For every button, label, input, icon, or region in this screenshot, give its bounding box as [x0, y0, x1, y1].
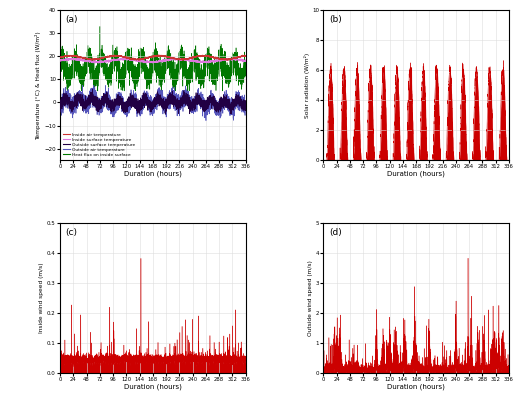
X-axis label: Duration (hours): Duration (hours) — [124, 171, 182, 177]
Y-axis label: Solar radiation (W/m²): Solar radiation (W/m²) — [303, 53, 310, 118]
Legend: Inside air temperature, Inside surface temperature, Outside surface temperature,: Inside air temperature, Inside surface t… — [62, 132, 136, 158]
Y-axis label: Temperature (°C) & Heat flux (W/m²): Temperature (°C) & Heat flux (W/m²) — [35, 31, 41, 140]
X-axis label: Duration (hours): Duration (hours) — [387, 171, 445, 177]
Text: (b): (b) — [329, 15, 342, 24]
X-axis label: Duration (hours): Duration (hours) — [387, 384, 445, 390]
Y-axis label: Outside wind speed (m/s): Outside wind speed (m/s) — [308, 260, 313, 336]
Text: (c): (c) — [66, 227, 78, 236]
X-axis label: Duration (hours): Duration (hours) — [124, 384, 182, 390]
Y-axis label: Inside wind speed (m/s): Inside wind speed (m/s) — [39, 262, 44, 333]
Text: (a): (a) — [66, 15, 78, 24]
Text: (d): (d) — [329, 227, 342, 236]
